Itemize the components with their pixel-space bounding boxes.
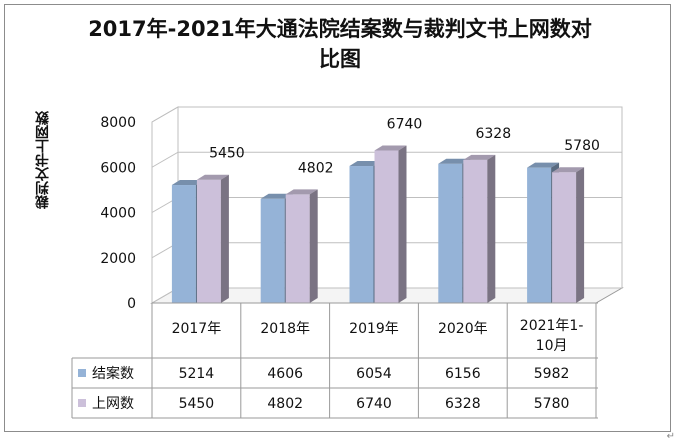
bar: [349, 166, 374, 303]
data-label: 5450: [209, 146, 245, 162]
table-cell: 6740: [356, 396, 392, 412]
legend-label: 上网数: [92, 396, 134, 412]
table-cell: 4802: [267, 396, 303, 412]
bar-top: [285, 189, 318, 195]
x-tick-label: 2018年: [260, 321, 310, 337]
bar-top: [171, 180, 204, 186]
bar-side: [398, 145, 407, 303]
bar-side: [576, 167, 585, 303]
data-label: 6328: [475, 126, 511, 142]
table-cell: 5450: [179, 396, 215, 412]
bar-top: [527, 162, 560, 168]
chart-title: 2017年-2021年大通法院结案数与裁判文书上网数对比图: [88, 17, 592, 71]
bar-top: [260, 193, 293, 199]
table-cell: 6156: [445, 366, 481, 382]
bar-side: [220, 174, 229, 303]
data-label: 4802: [298, 160, 334, 176]
x-tick-label: 2021年1-: [520, 318, 584, 334]
table-cell: 5780: [534, 396, 570, 412]
gridline: [151, 106, 622, 123]
y-tick-label: 4000: [100, 206, 136, 222]
paragraph-mark-icon: ↵: [666, 431, 675, 442]
legend-key: [78, 369, 86, 377]
bar: [438, 163, 463, 303]
bar-top: [374, 145, 407, 151]
bar: [171, 185, 196, 303]
bar-side: [487, 154, 496, 303]
bar: [552, 172, 577, 303]
table-cell: 6054: [356, 366, 392, 382]
y-tick-label: 2000: [100, 251, 136, 267]
table-cell: 5982: [534, 366, 570, 382]
x-tick-label: 2019年: [349, 321, 399, 337]
x-tick-label: 2020年: [438, 321, 488, 337]
bar-top: [552, 167, 585, 173]
bar: [196, 179, 221, 303]
y-tick-label: 0: [127, 296, 136, 312]
bar-side: [309, 189, 318, 303]
data-label: 5780: [564, 138, 600, 154]
legend-label: 结案数: [92, 365, 134, 382]
x-tick-label: 10月: [536, 338, 568, 354]
bar: [463, 159, 488, 303]
bar: [527, 167, 552, 303]
table-cell: 5214: [179, 366, 215, 382]
x-tick-label: 2017年: [172, 321, 222, 337]
table-cell: 6328: [445, 396, 481, 412]
y-tick-label: 6000: [100, 160, 136, 176]
bar-top: [349, 161, 382, 167]
gridline: [151, 151, 622, 168]
bar-top: [196, 174, 229, 180]
bar: [374, 150, 399, 303]
table-cell: 4606: [267, 366, 303, 382]
bar-top: [438, 158, 471, 164]
legend-key: [78, 399, 86, 407]
bar-top: [463, 154, 496, 160]
data-label: 6740: [387, 117, 423, 133]
bar: [285, 194, 310, 303]
y-tick-label: 8000: [100, 115, 136, 131]
bar: [260, 198, 285, 303]
